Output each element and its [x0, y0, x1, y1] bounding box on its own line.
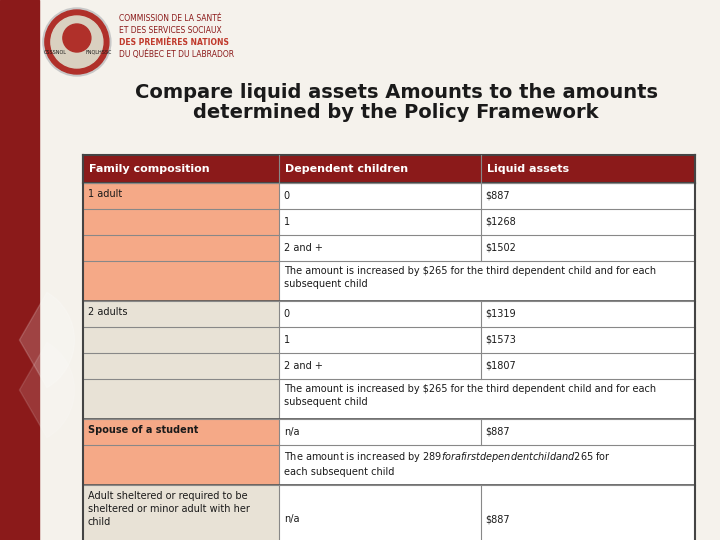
Text: DES PREMIÈRES NATIONS: DES PREMIÈRES NATIONS: [119, 38, 229, 47]
Text: The amount is increased by $265 for the third dependent child and for each
subse: The amount is increased by $265 for the …: [284, 266, 656, 289]
Bar: [279, 353, 481, 379]
Text: Spouse of a student: Spouse of a student: [88, 425, 198, 435]
Text: Family composition: Family composition: [89, 164, 210, 174]
Bar: [83, 419, 279, 485]
Text: Liquid assets: Liquid assets: [487, 164, 569, 174]
Text: 1 adult: 1 adult: [88, 189, 122, 199]
Bar: [279, 235, 481, 261]
Bar: [279, 327, 481, 353]
Text: $887: $887: [485, 427, 510, 437]
Text: 2 and +: 2 and +: [284, 361, 323, 371]
Bar: [83, 155, 695, 183]
Wedge shape: [19, 342, 74, 437]
Text: ET DES SERVICES SOCIAUX: ET DES SERVICES SOCIAUX: [119, 26, 222, 35]
Text: $1319: $1319: [485, 309, 516, 319]
Text: Dependent children: Dependent children: [284, 164, 408, 174]
Text: 0: 0: [284, 309, 289, 319]
Bar: [481, 301, 695, 327]
Bar: [279, 419, 481, 445]
Bar: [279, 379, 695, 419]
Circle shape: [45, 10, 109, 74]
Bar: [481, 235, 695, 261]
Text: DU QUÉBEC ET DU LABRADOR: DU QUÉBEC ET DU LABRADOR: [119, 50, 234, 59]
Text: COMMISSION DE LA SANTÉ: COMMISSION DE LA SANTÉ: [119, 14, 222, 23]
Text: 2 adults: 2 adults: [88, 307, 127, 317]
Text: 2 and +: 2 and +: [284, 243, 323, 253]
Text: $1807: $1807: [485, 361, 516, 371]
Text: n/a: n/a: [284, 427, 299, 437]
Text: $1502: $1502: [485, 243, 516, 253]
Text: ~: ~: [71, 49, 83, 63]
Text: n/a: n/a: [284, 514, 299, 524]
Text: FNQLHSSC: FNQLHSSC: [86, 50, 112, 55]
Bar: [0, 0, 39, 540]
Text: 1: 1: [284, 217, 289, 227]
Bar: [279, 301, 481, 327]
Text: $887: $887: [485, 514, 510, 524]
Text: CSSSNOL: CSSSNOL: [43, 50, 66, 55]
Circle shape: [43, 8, 111, 76]
Bar: [279, 485, 481, 540]
Bar: [83, 485, 279, 540]
Wedge shape: [19, 292, 74, 388]
Bar: [481, 419, 695, 445]
Text: determined by the Policy Framework: determined by the Policy Framework: [193, 103, 599, 122]
Text: The amount is increased by $265 for the third dependent child and for each
subse: The amount is increased by $265 for the …: [284, 384, 656, 407]
Bar: [279, 445, 695, 485]
Bar: [83, 183, 279, 301]
Text: 1: 1: [284, 335, 289, 345]
Text: The amount is increased by $289 for a first dependent child and $265 for
each su: The amount is increased by $289 for a fi…: [284, 450, 611, 477]
Text: Adult sheltered or required to be
sheltered or minor adult with her
child: Adult sheltered or required to be shelte…: [88, 491, 250, 528]
Bar: [481, 353, 695, 379]
Text: $1268: $1268: [485, 217, 516, 227]
Circle shape: [51, 16, 103, 68]
Circle shape: [63, 24, 91, 52]
Bar: [481, 485, 695, 540]
Text: $887: $887: [485, 191, 510, 201]
Bar: [481, 183, 695, 209]
Bar: [83, 301, 279, 419]
Text: $1573: $1573: [485, 335, 516, 345]
Bar: [279, 209, 481, 235]
Bar: [279, 183, 481, 209]
Text: 0: 0: [284, 191, 289, 201]
Text: Compare liquid assets Amounts to the amounts: Compare liquid assets Amounts to the amo…: [135, 83, 657, 102]
Bar: [481, 209, 695, 235]
Bar: [279, 261, 695, 301]
Bar: [481, 327, 695, 353]
